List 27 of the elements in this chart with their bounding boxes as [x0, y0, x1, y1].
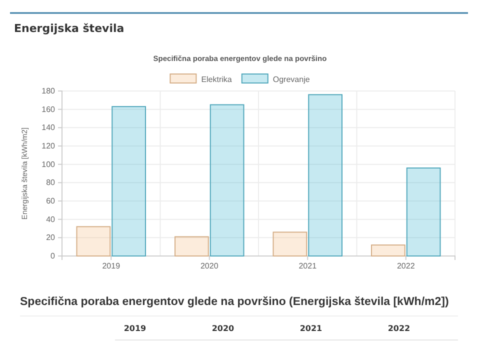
y-tick-label: 180	[42, 86, 56, 96]
y-tick-label: 160	[42, 104, 56, 114]
bar	[174, 236, 209, 256]
x-tick-label: 2019	[102, 262, 121, 271]
x-tick-label: 2021	[298, 262, 318, 271]
legend-label: Ogrevanje	[272, 75, 310, 84]
x-tick-label: 2022	[396, 262, 416, 271]
bar	[272, 232, 308, 256]
y-tick-label: 120	[42, 142, 56, 151]
y-tick-label: 100	[42, 160, 56, 169]
chart-title: Energijska števila	[14, 22, 124, 35]
bar	[406, 168, 441, 256]
y-tick-label: 0	[50, 252, 56, 261]
text: Specifična poraba energentov glede na površino (Energijska števila [kWh/m2])	[20, 296, 449, 308]
bar	[371, 244, 406, 256]
y-tick-label: 140	[42, 123, 56, 132]
y-tick-label: 80	[46, 178, 56, 188]
table-header: 2019 2020 2021 2022	[20, 316, 458, 340]
bar	[308, 94, 342, 256]
legend-label: Elektrika	[201, 75, 232, 84]
y-tick-label: 60	[46, 196, 56, 206]
bar	[112, 106, 146, 256]
bar	[210, 104, 244, 256]
y-tick-label: 40	[46, 214, 56, 224]
bar	[76, 226, 111, 256]
x-tick-label: 2020	[200, 262, 219, 271]
y-tick-label: 20	[46, 233, 56, 242]
